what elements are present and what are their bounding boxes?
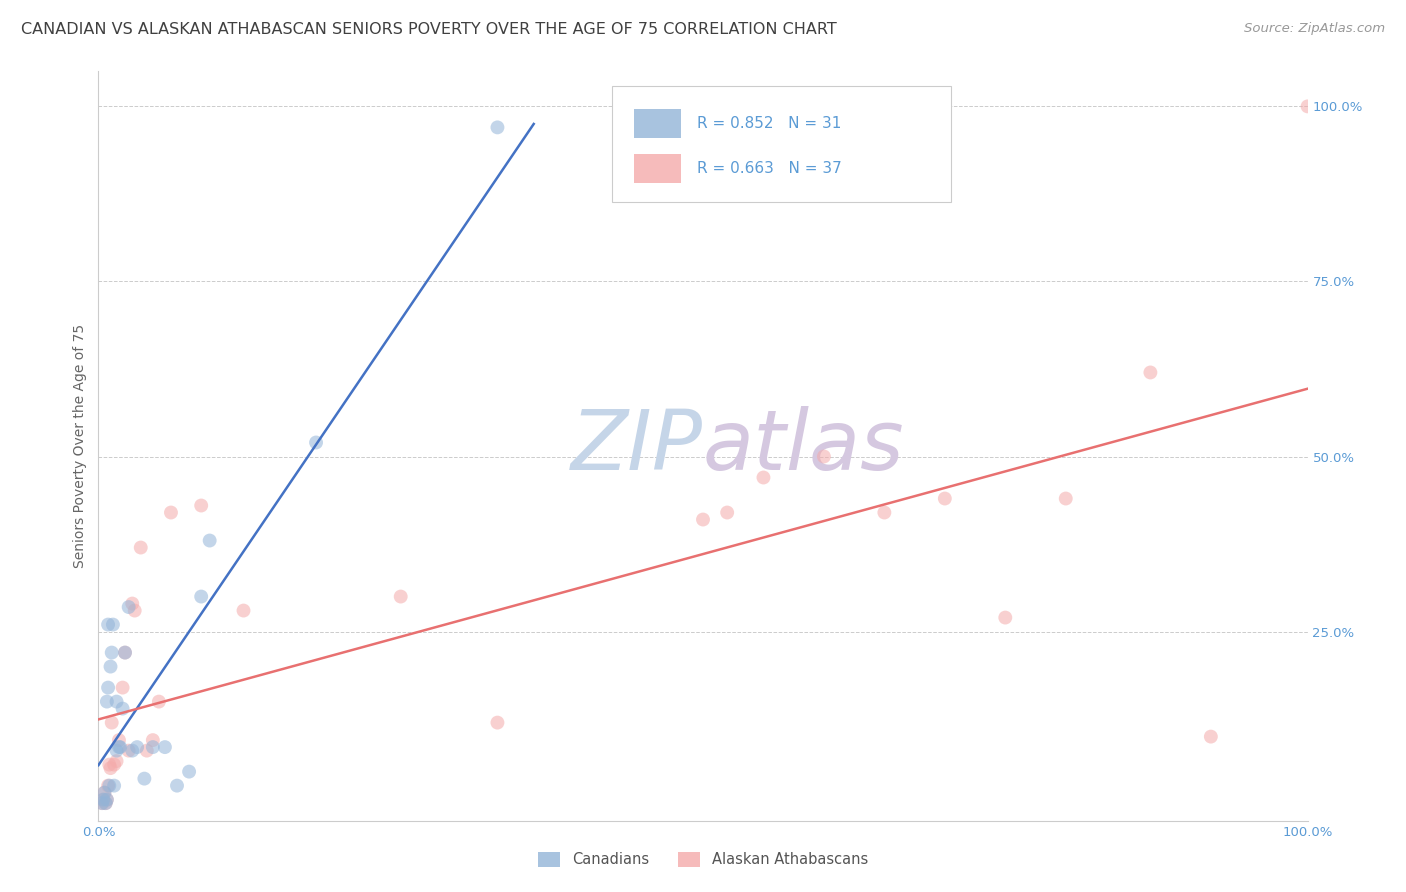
Point — [96, 792, 118, 806]
Point — [198, 533, 221, 548]
Point — [1139, 366, 1161, 380]
Point — [232, 603, 254, 617]
Point — [716, 506, 738, 520]
Point — [305, 435, 328, 450]
Point — [111, 681, 134, 695]
Point — [100, 715, 122, 730]
Point — [94, 796, 117, 810]
Point — [96, 792, 118, 806]
Point — [1296, 99, 1319, 113]
Point — [486, 120, 509, 135]
Point — [124, 603, 146, 617]
Point — [121, 597, 143, 611]
Point — [389, 590, 412, 604]
Point — [96, 695, 118, 709]
Point — [486, 715, 509, 730]
Point — [873, 506, 896, 520]
Point — [121, 743, 143, 757]
Point — [105, 754, 128, 768]
Point — [114, 646, 136, 660]
Point — [97, 681, 120, 695]
Point — [148, 695, 170, 709]
Point — [100, 659, 122, 673]
Point — [91, 792, 114, 806]
Point — [94, 796, 117, 810]
FancyBboxPatch shape — [613, 87, 950, 202]
Point — [98, 779, 121, 793]
FancyBboxPatch shape — [634, 109, 682, 138]
Point — [129, 541, 152, 555]
Point — [105, 695, 128, 709]
Point — [103, 779, 125, 793]
Y-axis label: Seniors Poverty Over the Age of 75: Seniors Poverty Over the Age of 75 — [73, 324, 87, 568]
Point — [190, 590, 212, 604]
Point — [91, 792, 114, 806]
Point — [1199, 730, 1222, 744]
Point — [114, 646, 136, 660]
Point — [142, 733, 165, 747]
Point — [934, 491, 956, 506]
Text: R = 0.663   N = 37: R = 0.663 N = 37 — [697, 161, 842, 177]
Point — [105, 743, 128, 757]
Point — [127, 740, 149, 755]
Point — [160, 506, 183, 520]
Point — [118, 600, 141, 615]
Point — [108, 733, 131, 747]
Point — [108, 740, 131, 755]
Point — [93, 786, 115, 800]
Point — [100, 761, 122, 775]
Text: atlas: atlas — [703, 406, 904, 486]
Point — [111, 701, 134, 715]
Point — [98, 757, 121, 772]
Text: CANADIAN VS ALASKAN ATHABASCAN SENIORS POVERTY OVER THE AGE OF 75 CORRELATION CH: CANADIAN VS ALASKAN ATHABASCAN SENIORS P… — [21, 22, 837, 37]
Point — [108, 740, 131, 755]
Point — [179, 764, 201, 779]
Point — [91, 796, 114, 810]
Point — [142, 740, 165, 755]
Point — [134, 772, 156, 786]
Point — [93, 786, 115, 800]
Point — [190, 499, 212, 513]
Point — [813, 450, 835, 464]
Text: ZIP: ZIP — [571, 406, 703, 486]
Text: R = 0.852   N = 31: R = 0.852 N = 31 — [697, 116, 841, 131]
Point — [166, 779, 188, 793]
Point — [994, 610, 1017, 624]
Point — [752, 470, 775, 484]
Text: Source: ZipAtlas.com: Source: ZipAtlas.com — [1244, 22, 1385, 36]
Point — [100, 646, 122, 660]
Point — [103, 757, 125, 772]
Point — [97, 617, 120, 632]
Point — [118, 743, 141, 757]
Point — [101, 617, 124, 632]
Point — [135, 743, 157, 757]
Point — [97, 779, 120, 793]
Point — [1054, 491, 1077, 506]
FancyBboxPatch shape — [634, 154, 682, 184]
Point — [153, 740, 176, 755]
Point — [692, 512, 714, 526]
Legend: Canadians, Alaskan Athabascans: Canadians, Alaskan Athabascans — [533, 847, 873, 873]
Point — [91, 796, 114, 810]
